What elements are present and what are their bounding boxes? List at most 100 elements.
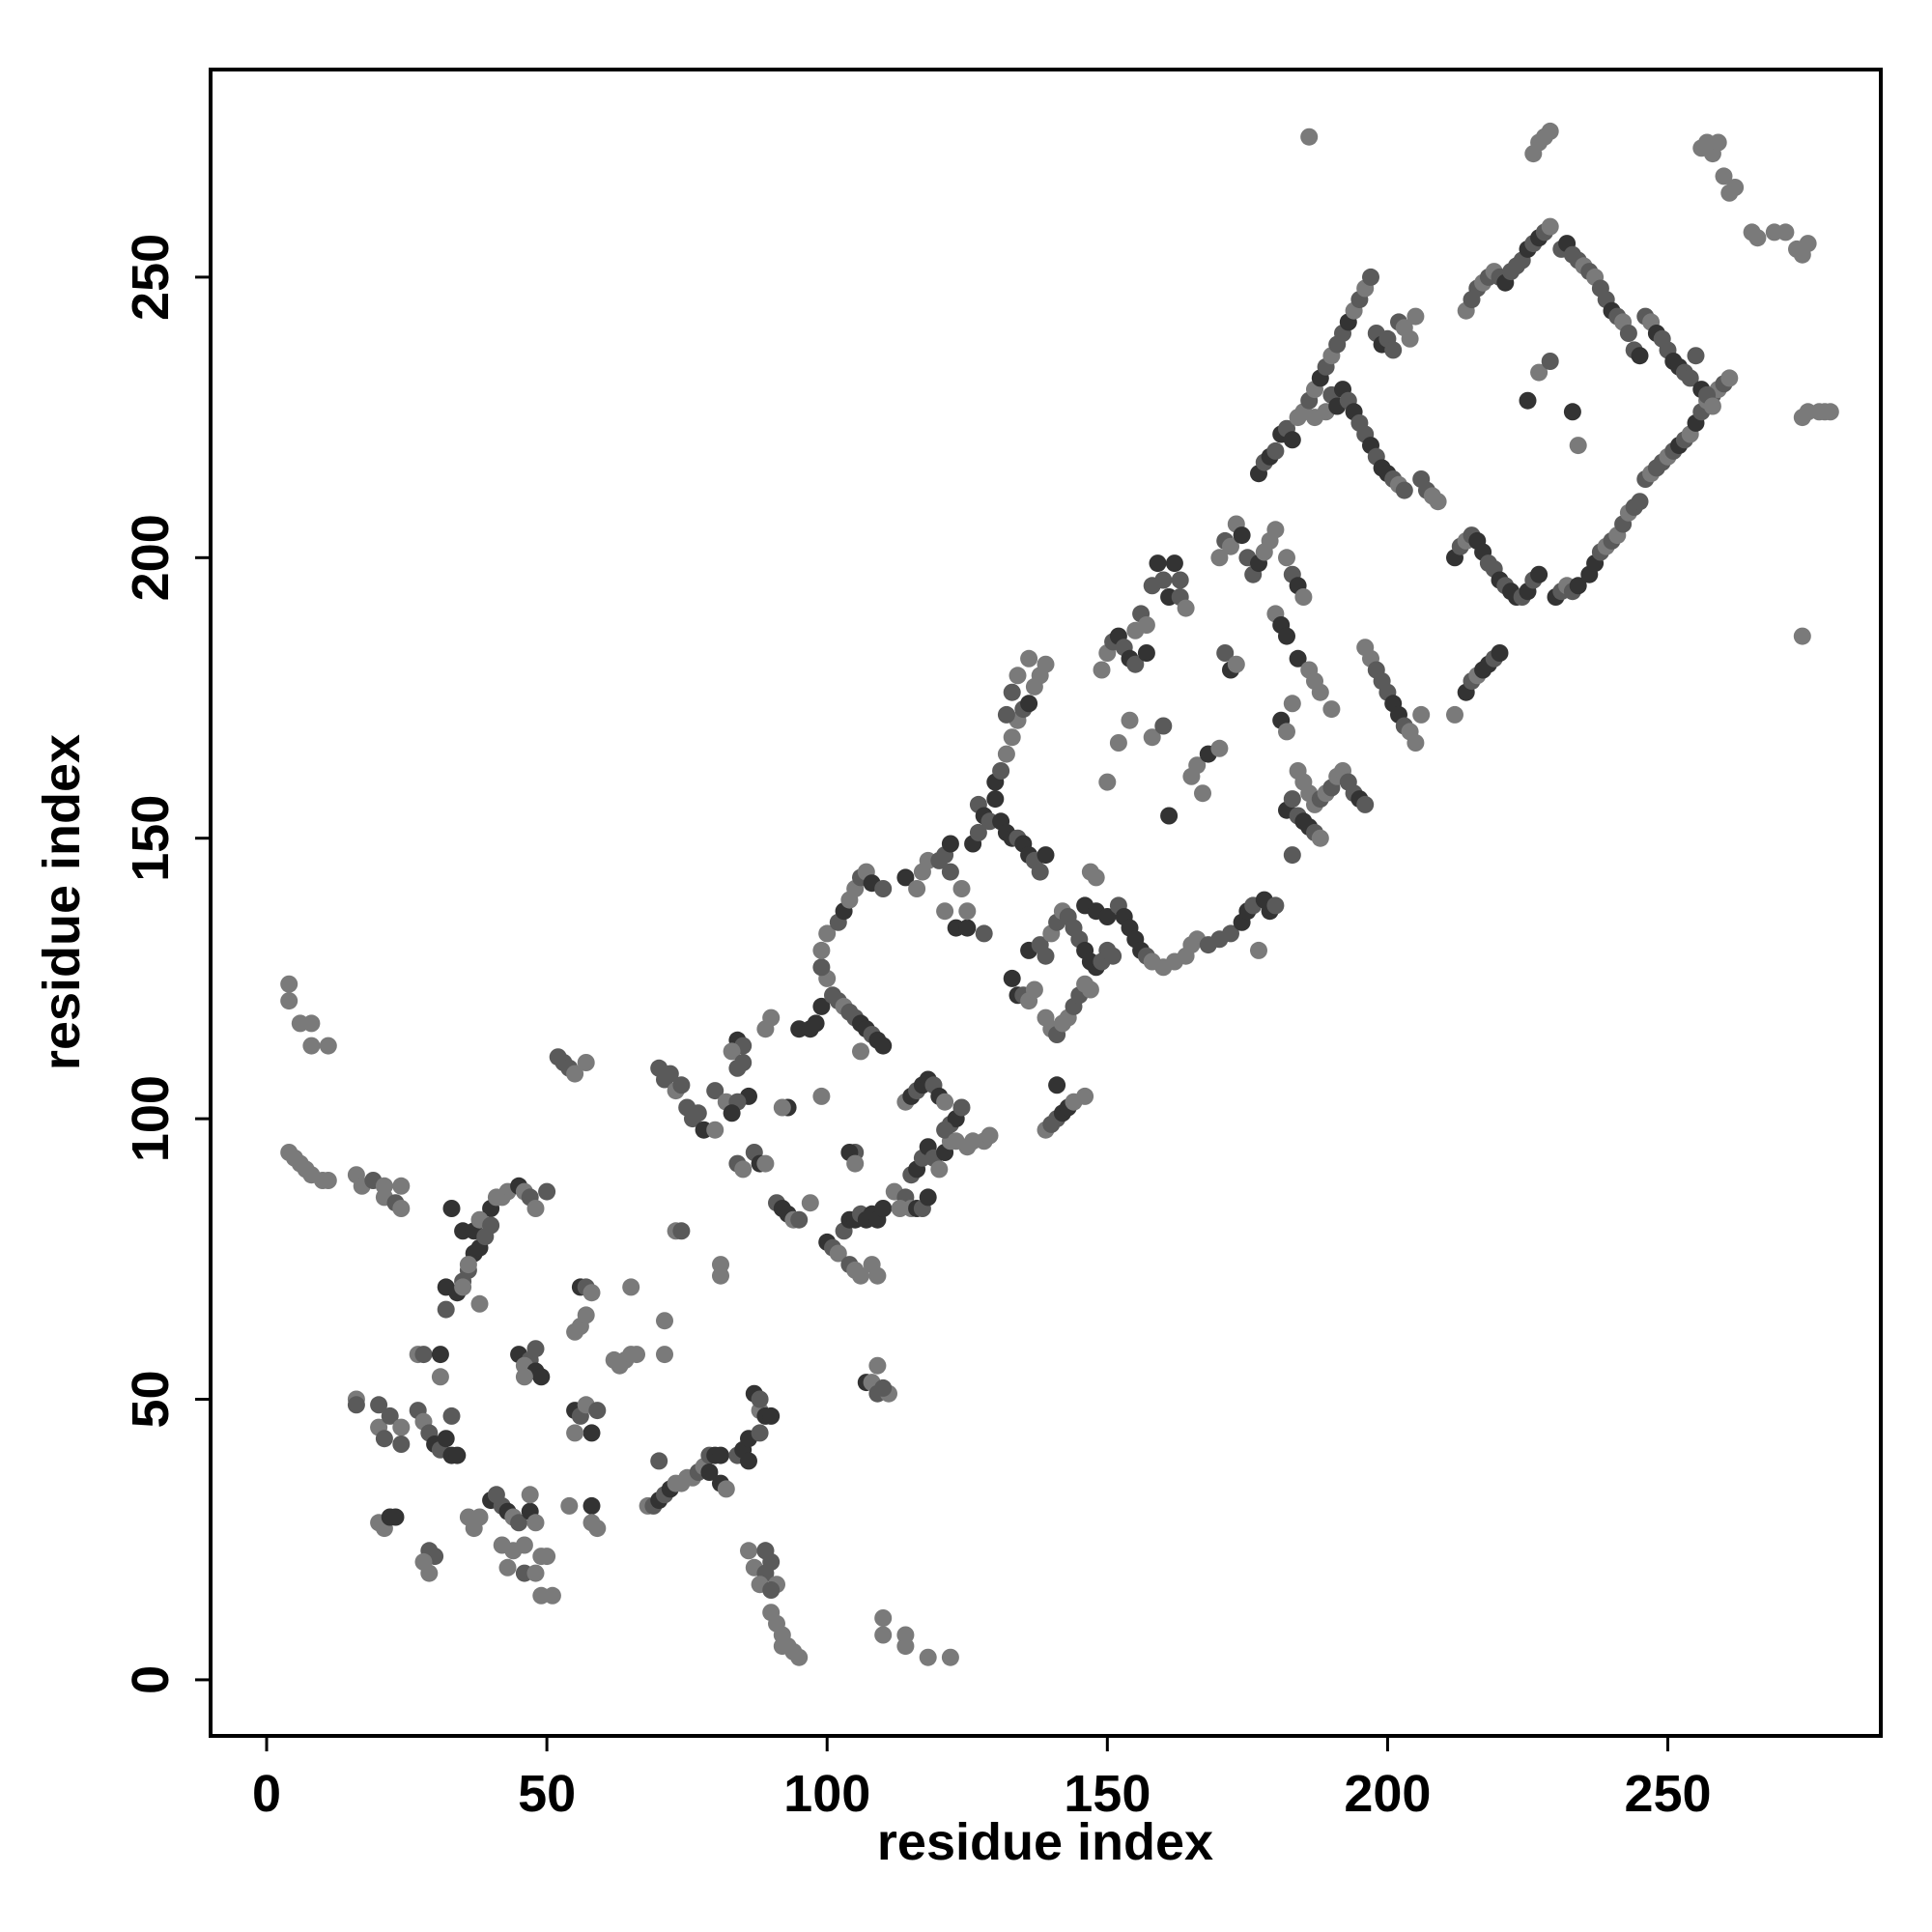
data-point xyxy=(1569,577,1587,595)
data-point xyxy=(706,1082,724,1100)
data-point xyxy=(1631,347,1649,365)
data-point xyxy=(431,1346,449,1364)
x-tick-label: 50 xyxy=(518,1765,576,1823)
data-point xyxy=(1491,644,1509,662)
x-tick-label: 150 xyxy=(1064,1765,1151,1823)
data-point xyxy=(751,1390,769,1408)
data-point xyxy=(515,1536,533,1554)
data-point xyxy=(941,1648,959,1666)
data-point xyxy=(1406,734,1425,752)
data-point xyxy=(1619,325,1637,342)
data-point xyxy=(1776,223,1795,242)
data-point xyxy=(852,1266,869,1285)
data-point xyxy=(1109,734,1127,752)
data-point xyxy=(1294,588,1313,606)
y-tick-label: 200 xyxy=(122,514,180,601)
data-point xyxy=(1165,554,1183,573)
data-point xyxy=(762,1581,781,1599)
data-point xyxy=(1233,526,1251,545)
data-point xyxy=(868,1266,887,1285)
data-point xyxy=(874,1378,893,1397)
data-point xyxy=(958,919,977,937)
data-point xyxy=(812,1087,831,1105)
data-point xyxy=(1311,829,1329,847)
data-point xyxy=(392,1435,411,1453)
data-point xyxy=(1154,571,1173,589)
y-tick-label: 0 xyxy=(122,1665,180,1694)
data-point xyxy=(526,1514,545,1532)
data-point xyxy=(1216,644,1235,662)
data-point xyxy=(874,1037,893,1055)
data-point xyxy=(908,880,926,897)
data-point xyxy=(1266,521,1285,539)
data-point xyxy=(712,1266,729,1285)
data-point xyxy=(773,1098,791,1117)
data-point xyxy=(1081,980,1099,999)
data-point xyxy=(790,1648,809,1666)
data-point xyxy=(1154,717,1173,735)
data-point xyxy=(1715,167,1733,185)
data-point xyxy=(868,1356,887,1375)
data-point xyxy=(812,958,831,977)
data-point xyxy=(756,1154,775,1173)
data-point xyxy=(952,880,971,897)
data-point xyxy=(1322,700,1341,719)
data-point xyxy=(1681,369,1699,387)
data-point xyxy=(1821,403,1839,421)
data-point xyxy=(1401,329,1419,348)
data-point xyxy=(1283,695,1301,713)
data-point xyxy=(448,1446,467,1464)
data-point xyxy=(919,1188,937,1207)
x-tick-label: 200 xyxy=(1344,1765,1431,1823)
data-point xyxy=(482,1216,500,1235)
data-point xyxy=(1020,695,1038,713)
data-point xyxy=(470,1294,489,1313)
data-point xyxy=(1311,683,1329,701)
data-point xyxy=(1121,711,1139,729)
data-point xyxy=(1222,537,1239,555)
data-point xyxy=(392,1418,411,1436)
data-point xyxy=(577,1054,595,1071)
data-point xyxy=(538,1548,556,1566)
data-point xyxy=(1222,924,1239,943)
data-point xyxy=(1171,571,1189,589)
data-point xyxy=(896,868,915,887)
data-point xyxy=(454,1278,472,1296)
data-point xyxy=(717,1480,735,1498)
data-point xyxy=(1031,863,1049,881)
data-point xyxy=(442,1406,461,1425)
data-point xyxy=(582,1284,601,1302)
data-point xyxy=(1720,369,1739,387)
data-point xyxy=(381,1406,399,1425)
data-point xyxy=(1799,235,1817,253)
data-point xyxy=(936,1093,954,1111)
data-point xyxy=(280,975,298,993)
data-point xyxy=(1569,437,1587,455)
y-tick-label: 150 xyxy=(122,795,180,882)
data-point xyxy=(874,1609,893,1627)
data-point xyxy=(656,1312,673,1330)
x-tick-label: 250 xyxy=(1624,1765,1711,1823)
data-point xyxy=(992,762,1010,780)
data-point xyxy=(829,1244,847,1263)
data-point xyxy=(1278,723,1295,741)
data-point xyxy=(566,1424,584,1442)
data-point xyxy=(1003,728,1021,747)
plot-frame xyxy=(209,68,1883,1738)
data-point xyxy=(510,1514,528,1532)
data-point xyxy=(1104,947,1122,965)
data-point xyxy=(812,941,831,959)
data-point xyxy=(1037,947,1055,965)
data-point xyxy=(459,1256,477,1274)
data-point xyxy=(375,1430,393,1448)
data-point xyxy=(1429,493,1447,511)
data-point xyxy=(582,1496,601,1515)
data-point xyxy=(723,1042,741,1061)
data-point xyxy=(812,997,831,1015)
data-point xyxy=(969,823,987,841)
data-point xyxy=(1283,431,1301,449)
data-point xyxy=(930,1160,949,1179)
data-point xyxy=(526,1564,545,1582)
data-point xyxy=(1406,307,1425,326)
